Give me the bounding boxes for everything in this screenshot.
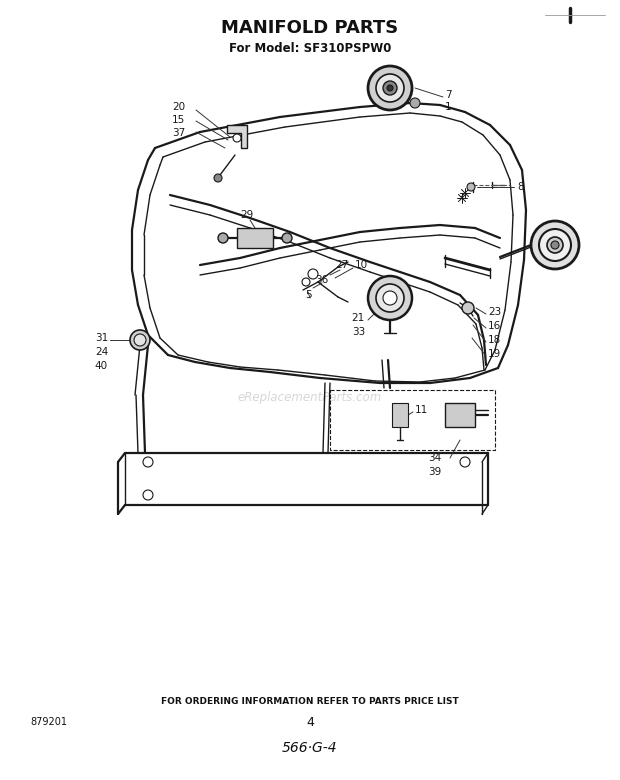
Text: 27: 27 [335,260,348,270]
Text: 24: 24 [95,347,108,357]
Text: 21: 21 [352,313,365,323]
Text: 19: 19 [488,349,501,359]
Text: 879201: 879201 [30,717,67,727]
Text: 39: 39 [428,467,441,477]
Text: eReplacementParts.com: eReplacementParts.com [238,392,382,405]
Text: 23: 23 [488,307,501,317]
Text: 29: 29 [240,210,253,220]
Text: 20: 20 [172,102,185,112]
Text: MANIFOLD PARTS: MANIFOLD PARTS [221,19,399,37]
Text: 37: 37 [172,128,185,138]
Text: 8: 8 [517,182,524,192]
Text: 15: 15 [172,115,185,125]
Text: 566·G-4: 566·G-4 [282,741,338,755]
Circle shape [214,174,222,182]
Polygon shape [237,228,273,248]
Text: 34: 34 [428,453,441,463]
Text: 4: 4 [306,715,314,729]
Circle shape [376,284,404,312]
Circle shape [410,98,420,108]
Text: For Model: SF310PSPW0: For Model: SF310PSPW0 [229,41,391,55]
Text: 31: 31 [95,333,108,343]
Polygon shape [392,403,408,427]
Circle shape [143,490,153,500]
Circle shape [282,233,292,243]
Circle shape [547,237,563,253]
Circle shape [218,233,228,243]
Polygon shape [227,125,247,148]
Text: 36: 36 [315,275,328,285]
Text: 7: 7 [445,90,451,100]
Circle shape [376,74,404,102]
Circle shape [539,229,571,261]
Circle shape [302,278,310,286]
Circle shape [308,269,318,279]
Text: 5: 5 [305,290,312,300]
Circle shape [383,291,397,305]
Circle shape [368,276,412,320]
Circle shape [134,334,146,346]
Circle shape [383,81,397,95]
Polygon shape [445,403,475,427]
Text: FOR ORDERING INFORMATION REFER TO PARTS PRICE LIST: FOR ORDERING INFORMATION REFER TO PARTS … [161,697,459,707]
Circle shape [233,134,241,142]
Text: 33: 33 [352,327,365,337]
Circle shape [467,183,475,191]
Text: 40: 40 [95,361,108,371]
Circle shape [551,241,559,249]
Circle shape [531,221,579,269]
Text: 10: 10 [355,260,368,270]
Circle shape [143,457,153,467]
Circle shape [130,330,150,350]
Circle shape [387,85,393,91]
Circle shape [462,302,474,314]
Circle shape [368,66,412,110]
Text: 16: 16 [488,321,501,331]
Text: 11: 11 [415,405,428,415]
Text: 18: 18 [488,335,501,345]
Circle shape [460,457,470,467]
Text: 1: 1 [445,102,451,112]
